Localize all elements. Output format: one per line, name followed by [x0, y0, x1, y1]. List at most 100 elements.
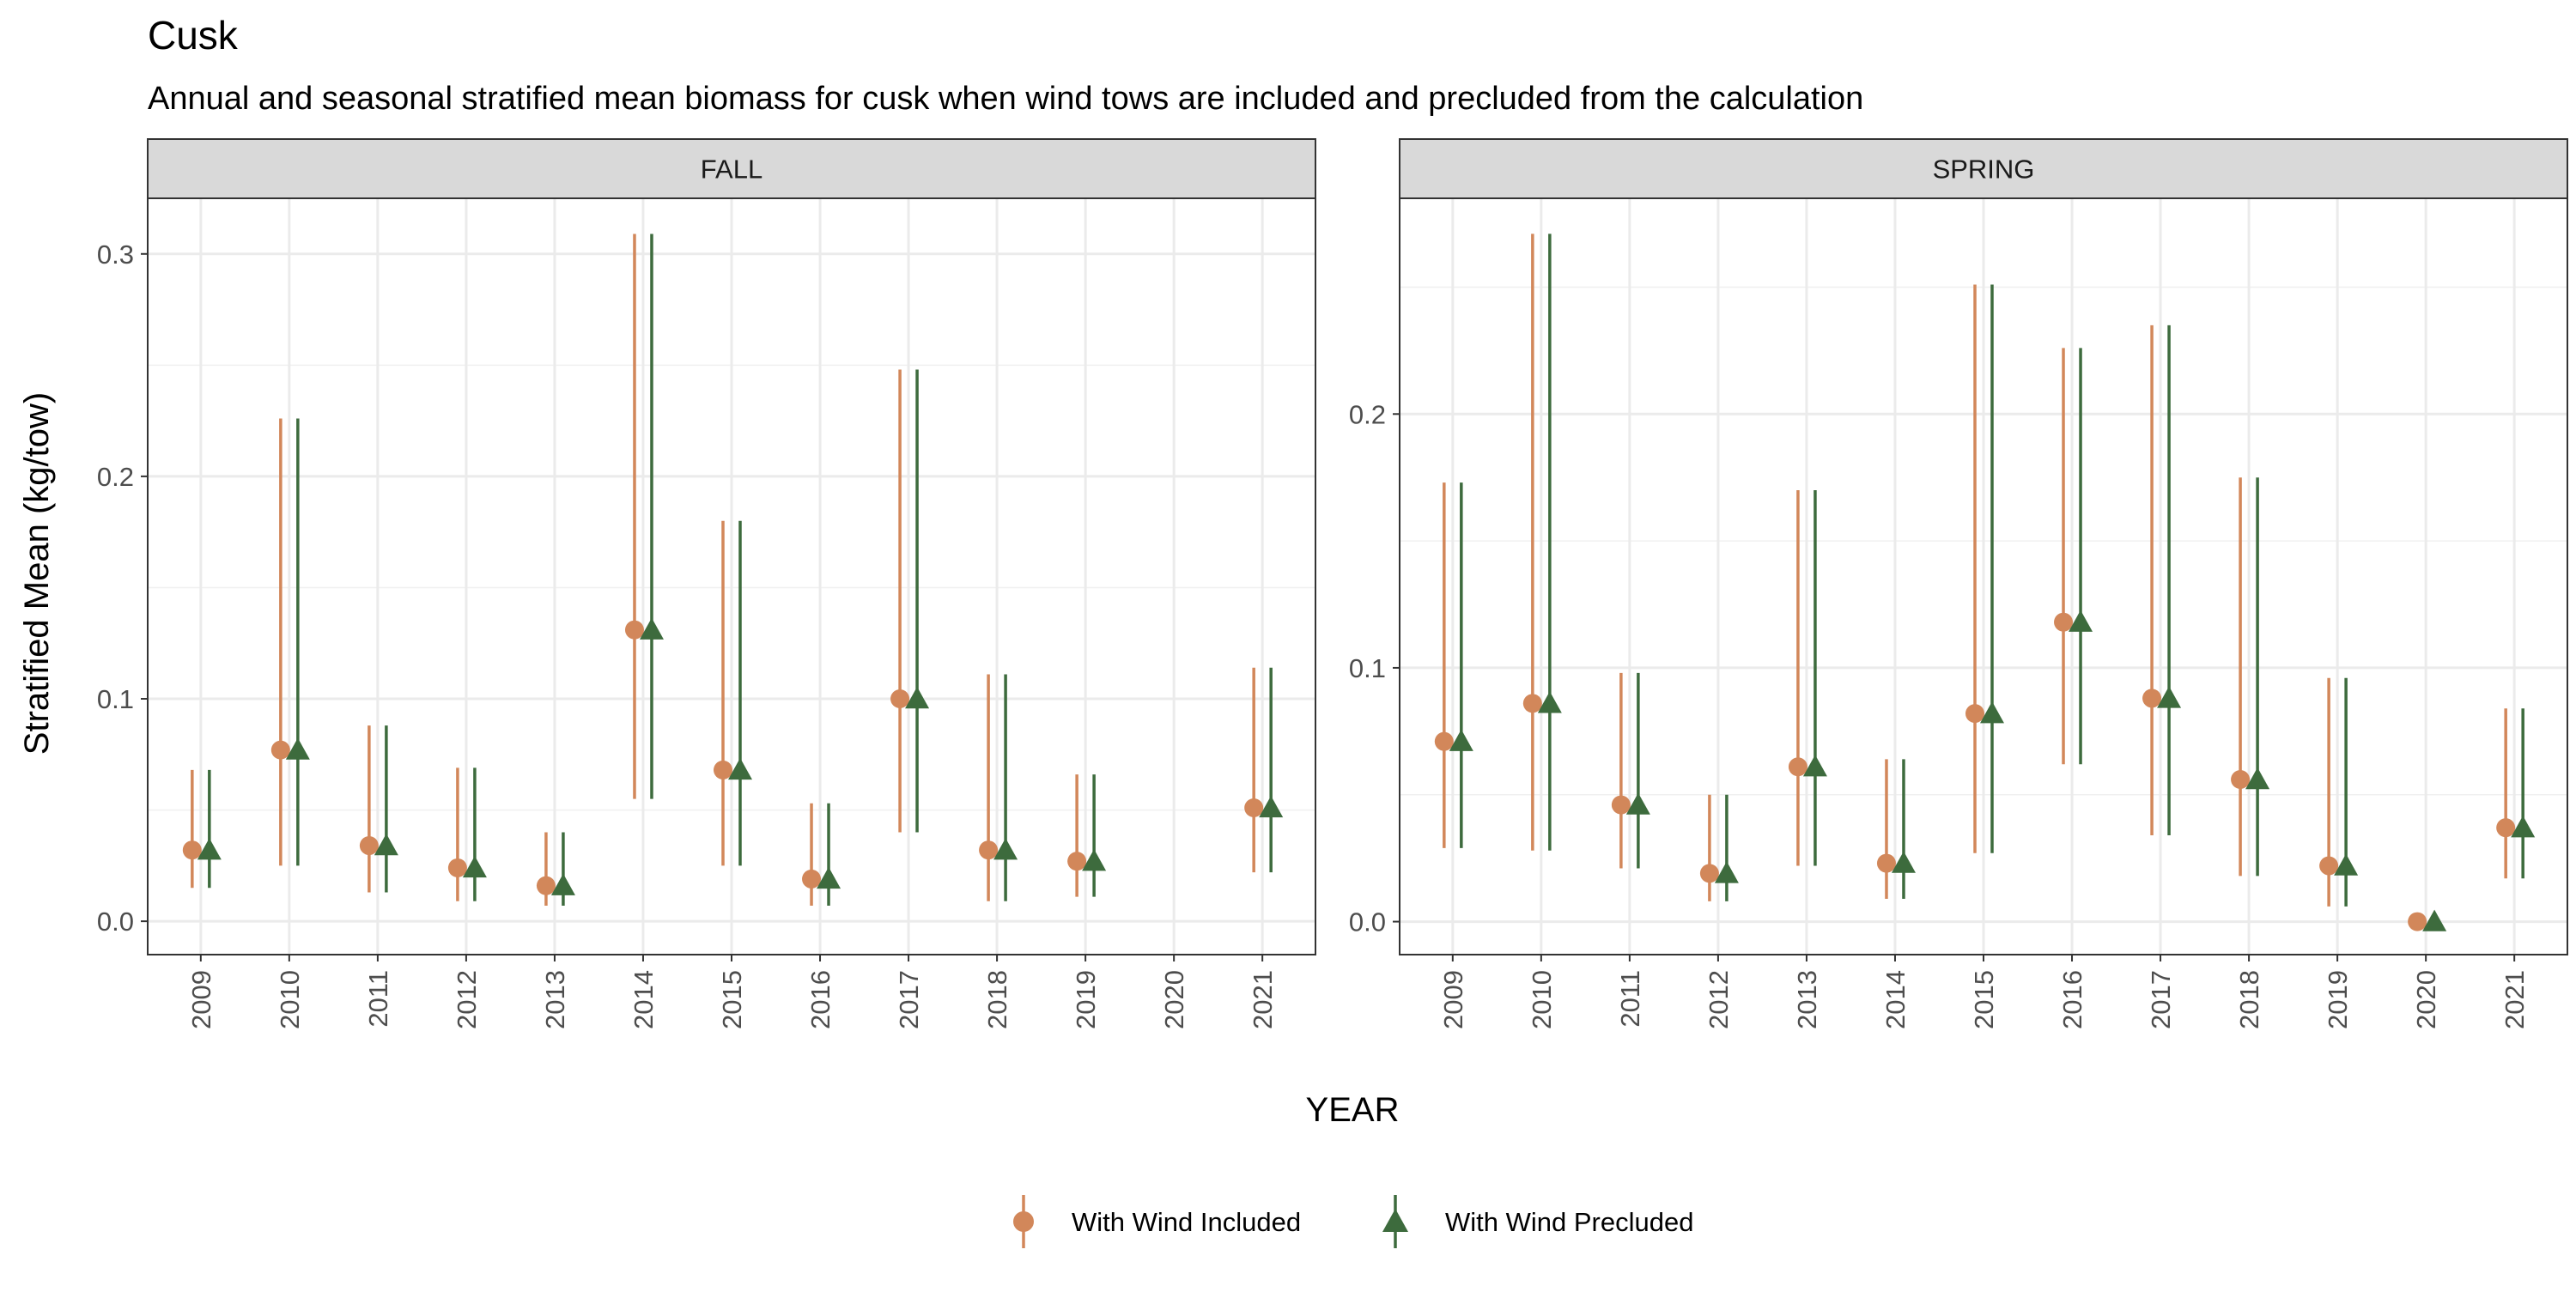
point-included: [447, 858, 467, 877]
point-included: [802, 869, 822, 889]
chart-title: Cusk: [148, 13, 239, 58]
x-tick-label: 2021: [2500, 970, 2530, 1029]
x-tick-label: 2010: [1527, 970, 1557, 1029]
point-precluded: [1980, 701, 2004, 724]
x-tick-label: 2014: [1880, 970, 1911, 1029]
point-precluded: [1802, 755, 1827, 777]
point-included: [2408, 912, 2427, 931]
point-precluded: [1449, 729, 1473, 751]
facet-strip-label: FALL: [701, 155, 762, 185]
panel-fall: FALL 0.0 0.1 0.2 0.3 2009 2010 2011 2012 2013 2014…: [97, 138, 1316, 1029]
legend-label: With Wind Precluded: [1445, 1207, 1693, 1237]
x-tick-label: 2020: [2411, 970, 2441, 1029]
point-precluded: [1082, 849, 1107, 871]
point-included: [1434, 731, 1454, 751]
point-included: [536, 876, 556, 895]
point-precluded: [2069, 610, 2093, 632]
point-included: [1611, 795, 1631, 815]
point-included: [1788, 757, 1807, 777]
x-tick-label: 2015: [717, 970, 747, 1029]
point-included: [714, 760, 732, 779]
point-included: [2231, 770, 2251, 790]
point-precluded: [550, 873, 575, 895]
point-included: [2496, 818, 2516, 838]
x-tick-label: 2021: [1248, 970, 1278, 1029]
x-tick-label: 2016: [2057, 970, 2087, 1029]
x-tick-label: 2019: [1071, 970, 1101, 1029]
point-included: [2054, 612, 2074, 632]
x-tick-label: 2009: [1438, 970, 1468, 1029]
point-included: [890, 689, 910, 709]
point-included: [1699, 864, 1719, 883]
y-tick-label: 0.2: [1349, 399, 1386, 429]
y-tick-label: 0.2: [97, 462, 134, 492]
point-precluded: [2334, 853, 2359, 876]
point-included: [2319, 856, 2339, 876]
x-tick-label: 2012: [1704, 970, 1734, 1029]
y-tick-label: 0.3: [97, 240, 134, 270]
legend-key-precluded: [1382, 1195, 1408, 1248]
point-precluded: [993, 838, 1018, 860]
point-included: [624, 620, 644, 640]
point-precluded: [728, 757, 752, 780]
point-precluded: [1625, 792, 1650, 815]
point-precluded: [2511, 816, 2536, 838]
legend-marker-triangle: [1382, 1209, 1408, 1232]
point-precluded: [374, 834, 398, 856]
point-precluded: [1891, 851, 1916, 873]
chart-subtitle: Annual and seasonal stratified mean biom…: [148, 81, 1863, 117]
point-included: [1067, 852, 1087, 871]
point-precluded: [2422, 909, 2447, 931]
x-tick-label: 2018: [2234, 970, 2264, 1029]
point-precluded: [197, 838, 222, 860]
x-tick-label: 2019: [2323, 970, 2353, 1029]
x-tick-label: 2011: [363, 970, 393, 1028]
point-precluded: [1714, 861, 1739, 883]
point-included: [270, 740, 290, 760]
point-precluded: [462, 855, 487, 878]
x-tick-label: 2017: [894, 970, 924, 1029]
x-tick-label: 2015: [1969, 970, 1999, 1029]
facet-strip: [1399, 138, 2568, 199]
point-included: [182, 840, 202, 860]
point-included: [1522, 694, 1542, 713]
y-tick-label: 0.0: [97, 907, 134, 937]
x-axis-label: YEAR: [1306, 1091, 1400, 1129]
y-tick-label: 0.1: [97, 684, 134, 714]
legend-marker-circle: [1013, 1211, 1034, 1232]
point-precluded: [817, 866, 841, 889]
legend-key-included: [1013, 1195, 1034, 1248]
x-tick-label: 2013: [1792, 970, 1822, 1029]
facet-strip-label: SPRING: [1933, 155, 2035, 185]
x-tick-label: 2011: [1615, 970, 1645, 1028]
point-included: [1965, 704, 1984, 724]
x-tick-label: 2016: [805, 970, 835, 1029]
chart-panels: FALL 0.0 0.1 0.2 0.3 2009 2010 2011 2012 2013 2014…: [97, 138, 2568, 1029]
point-precluded: [2157, 686, 2182, 708]
panel-border: [1399, 197, 2568, 955]
point-included: [359, 836, 379, 856]
point-included: [2142, 688, 2162, 708]
point-included: [1244, 798, 1264, 817]
point-precluded: [1259, 795, 1284, 818]
point-precluded: [905, 687, 930, 709]
legend: With Wind Included With Wind Precluded: [1013, 1195, 1693, 1248]
y-tick-label: 0.0: [1349, 907, 1386, 937]
y-axis-label: Stratified Mean (kg/tow): [18, 392, 56, 755]
x-tick-label: 2012: [452, 970, 482, 1029]
x-tick-label: 2020: [1159, 970, 1189, 1029]
panel-border: [147, 197, 1316, 955]
x-tick-label: 2013: [540, 970, 570, 1029]
x-tick-label: 2009: [186, 970, 216, 1029]
y-tick-label: 0.1: [1349, 653, 1386, 683]
point-precluded: [639, 617, 664, 640]
x-tick-label: 2014: [629, 970, 659, 1029]
point-precluded: [2245, 767, 2270, 790]
legend-label: With Wind Included: [1072, 1207, 1301, 1237]
point-included: [979, 840, 999, 860]
point-precluded: [1537, 691, 1562, 713]
point-included: [1876, 853, 1896, 873]
x-tick-label: 2017: [2146, 970, 2176, 1029]
